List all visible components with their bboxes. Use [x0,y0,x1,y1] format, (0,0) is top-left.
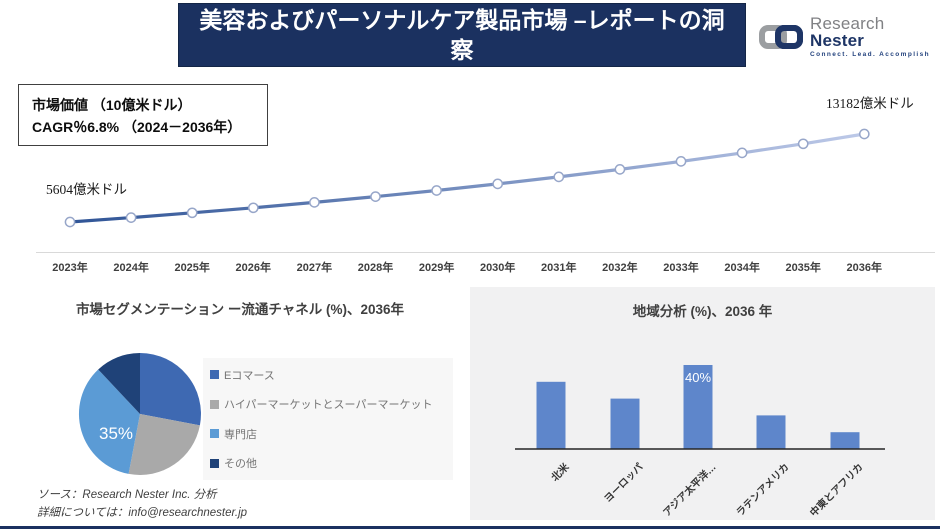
x-axis-year-label: 2028年 [357,262,394,274]
bar [830,432,860,449]
legend-item: その他 [210,455,453,471]
bar [536,381,566,449]
legend-label: その他 [224,458,257,471]
logo-brand-research: Research [810,14,885,34]
pie-slice [140,353,201,426]
data-point-marker [492,178,504,190]
bar-chart-title: 地域分析 (%)、2036 年 [632,304,773,319]
x-axis-year-label: 2032年 [602,262,638,274]
legend-item: 専門店 [210,426,453,442]
x-axis-year-label: 2033年 [663,262,699,274]
title-banner: 美容およびパーソナルケア製品市場 –レポートの洞察 [178,3,746,67]
legend-item: Eコマース [210,367,453,383]
logo-brand-nester: Nester [810,31,865,51]
x-axis-year-label: 2024年 [113,262,149,274]
legend-label: 専門店 [224,428,257,441]
pie-legend: Eコマースハイパーマーケットとスーパーマーケット 専門店その他 [203,358,453,480]
research-nester-logo: Research Nester Connect. Lead. Accomplis… [758,14,933,60]
data-point-marker [614,164,626,175]
legend-swatch [210,429,219,439]
pie-slice [78,369,140,474]
data-point-marker [553,171,565,183]
distribution-channel-pie-chart [78,352,201,475]
x-axis-year-label: 2034年 [724,262,760,274]
bar [683,365,713,449]
data-point-marker [431,185,442,196]
data-point-marker [797,138,809,150]
data-point-marker [64,216,76,228]
legend-item: ハイパーマーケットとスーパーマーケット [210,396,453,412]
pie-chart-title: 市場セグメンテーション ー流通チャネル (%)、2036年 [75,302,405,317]
page-title: 美容およびパーソナルケア製品市場 –レポートの洞察 [199,7,725,63]
source-note: ソース：Research Nester Inc. 分析 [37,489,217,501]
market-trend-line-chart [64,128,870,228]
x-axis-year-label: 2031年 [541,262,577,274]
legend-label: Eコマース [224,369,275,382]
data-point-marker [247,202,259,214]
line-start-value-label: 5604億米ドル [46,182,127,197]
data-point-marker [309,197,320,208]
footer: ソース：Research Nester Inc. 分析 詳細については：info… [37,486,247,522]
line-chart-x-axis-labels: 2023年 2024年 2025年 2026年 2027年 2028年 2029年 2030年… [0,259,940,275]
pie-slice [128,414,200,475]
line-chart-axis [36,252,935,253]
line-end-value-label: 13182億米ドル [826,96,914,111]
logo-text: Research Nester Connect. Lead. Accomplis… [810,15,933,59]
trend-line [69,132,865,224]
data-point-marker [736,147,748,159]
pie-data-label: 35% [98,424,134,443]
x-axis-year-label: 2029年 [418,262,455,274]
bottom-accent-line [0,526,940,529]
legend-swatch [210,399,219,409]
data-point-marker [125,212,137,223]
x-axis-year-label: 2027年 [296,262,333,274]
legend-label: ハイパーマーケットとスーパーマーケット [224,399,433,412]
legend-swatch [210,458,219,468]
x-axis-year-label: 2023年 [52,262,88,274]
x-axis-year-label: 2026年 [235,262,272,274]
data-point-marker [370,191,381,202]
x-axis-year-label: 2036年 [846,262,883,274]
cagr-label: CAGR％6.8% （2024－2036年） [32,119,242,135]
x-axis-year-label: 2035年 [785,262,821,274]
pie-slice [98,352,140,414]
bar [610,398,640,449]
x-axis-year-label: 2030年 [479,262,516,274]
bar [756,415,786,449]
contact-note: 詳細については：info@researchnester.jp [37,507,248,519]
data-point-marker [858,128,870,140]
regional-analysis-bar-chart: 40% [515,365,885,450]
data-point-marker [186,207,198,219]
legend-swatch [210,370,219,380]
x-axis-year-label: 2025年 [174,262,210,274]
bar-data-label: 40% [685,370,711,385]
data-point-marker [675,156,687,167]
chain-links-icon [759,25,803,49]
logo-tagline: Connect. Lead. Accomplish [810,51,930,59]
market-value-label: 市場価値 （10億米ドル） [32,97,192,113]
regional-analysis-panel: 地域分析 (%)、2036 年 40% 北米 ヨーロッパ アジア太平洋… ラテンアメリ… [470,287,935,520]
market-value-box: 市場価値 （10億米ドル） CAGR％6.8% （2024－2036年） [18,84,268,146]
